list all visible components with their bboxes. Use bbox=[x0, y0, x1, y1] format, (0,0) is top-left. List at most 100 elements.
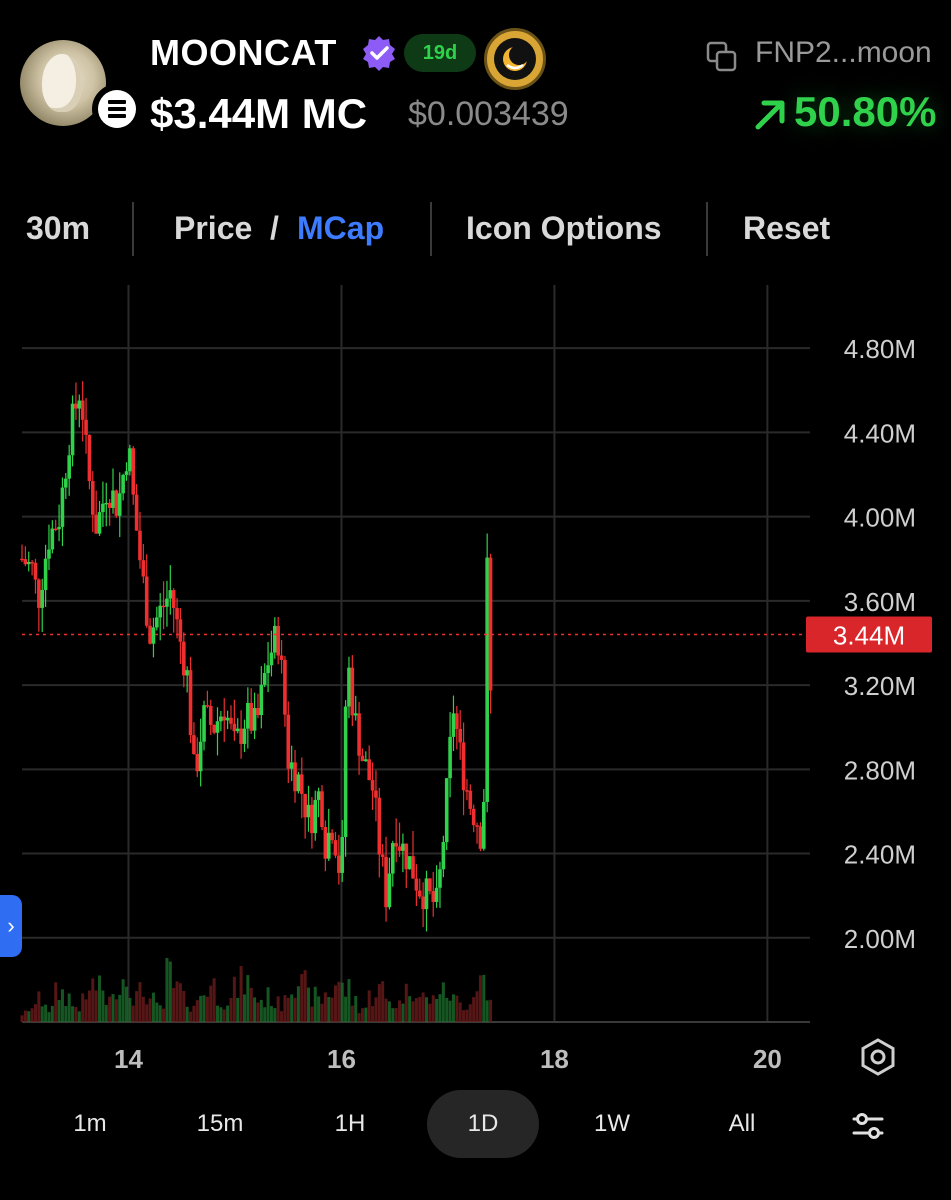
volume-bar bbox=[259, 999, 263, 1022]
candle-body bbox=[60, 487, 65, 527]
token-header: MOONCAT 19d $3.44M MC $0.003439 FNP2...m… bbox=[0, 0, 951, 190]
candle-body bbox=[259, 684, 264, 716]
interval-selector[interactable]: 30m bbox=[26, 210, 91, 246]
volume-bar bbox=[323, 992, 327, 1022]
candle-body bbox=[279, 655, 284, 660]
candle-body bbox=[30, 562, 34, 564]
candle-body bbox=[471, 808, 476, 826]
volume-bar bbox=[199, 995, 203, 1022]
chart-toolbar: 30m Price / MCap Icon Options Reset bbox=[0, 200, 951, 260]
candle-body bbox=[77, 400, 82, 409]
price-chart[interactable]: 14 16 18 20 2.00M 2.40M 2.80M 3.20M 3.60M 4.00M 4.… bbox=[0, 285, 951, 1085]
candle-body bbox=[26, 562, 31, 565]
y-tick-label: 4.80M bbox=[844, 334, 916, 364]
candle-body bbox=[151, 627, 156, 644]
address-text: FNP2...moon bbox=[755, 36, 932, 69]
volume-bar bbox=[408, 996, 412, 1022]
candle-body bbox=[155, 617, 159, 628]
candle-body bbox=[438, 869, 442, 888]
candle-body bbox=[394, 843, 398, 847]
candle-body bbox=[266, 665, 270, 674]
candle-body bbox=[175, 608, 179, 620]
volume-bar bbox=[269, 1006, 273, 1022]
volume-bar bbox=[273, 1008, 277, 1022]
icon-options-button[interactable]: Icon Options bbox=[466, 210, 662, 246]
volume-bar bbox=[441, 982, 445, 1022]
mcap-toggle[interactable]: MCap bbox=[297, 210, 385, 246]
candle-body bbox=[448, 736, 452, 779]
candle-body bbox=[299, 774, 304, 794]
candle-body bbox=[306, 804, 311, 818]
candle-body bbox=[387, 873, 392, 908]
candle-body bbox=[262, 673, 267, 685]
candle-body bbox=[478, 826, 483, 849]
candle-body bbox=[303, 793, 307, 818]
volume-bar bbox=[141, 996, 145, 1022]
timeframe-1d[interactable]: 1D bbox=[427, 1090, 539, 1158]
candle-body bbox=[374, 790, 378, 798]
candle-body bbox=[286, 714, 291, 769]
candle-body bbox=[195, 753, 200, 772]
candle-body bbox=[141, 560, 146, 577]
price-toggle[interactable]: Price bbox=[174, 210, 253, 246]
volume-bar bbox=[209, 985, 213, 1022]
volume-bar bbox=[377, 984, 381, 1022]
volume-bar bbox=[313, 986, 317, 1022]
x-tick-label: 14 bbox=[114, 1044, 143, 1074]
candle-body bbox=[269, 652, 274, 666]
timeframe-1m[interactable]: 1m bbox=[73, 1110, 107, 1137]
volume-bar bbox=[411, 1001, 415, 1022]
candle-body bbox=[80, 400, 85, 420]
volume-bar bbox=[330, 997, 334, 1022]
volume-bar bbox=[371, 1006, 375, 1022]
timeframe-all[interactable]: All bbox=[728, 1110, 756, 1137]
timeframe-15m[interactable]: 15m bbox=[196, 1110, 244, 1137]
volume-bar bbox=[242, 994, 246, 1022]
token-avatar[interactable] bbox=[20, 40, 106, 126]
candle-body bbox=[343, 706, 348, 837]
candle-body bbox=[434, 887, 439, 902]
timeframe-1w[interactable]: 1W bbox=[594, 1110, 630, 1137]
volume-bar bbox=[37, 991, 41, 1022]
candle-body bbox=[205, 705, 210, 707]
candle-body bbox=[367, 759, 371, 781]
candle-body bbox=[252, 708, 257, 731]
volume-bar bbox=[128, 997, 132, 1022]
candle-body bbox=[212, 724, 216, 733]
candle-body bbox=[357, 713, 361, 756]
candle-body bbox=[451, 713, 456, 737]
volume-bar bbox=[300, 974, 304, 1022]
divider bbox=[132, 202, 134, 256]
copy-icon[interactable] bbox=[705, 40, 739, 74]
timeframe-1h[interactable]: 1H bbox=[334, 1110, 366, 1137]
volume-bar bbox=[428, 1003, 432, 1022]
sliders-icon[interactable] bbox=[850, 1108, 886, 1144]
volume-bar bbox=[81, 993, 85, 1022]
timeframe-bar: 1m 15m 1H 1D 1W All bbox=[0, 1090, 951, 1160]
volume-bar bbox=[182, 990, 186, 1022]
candle-body bbox=[276, 625, 280, 656]
volume-bar bbox=[283, 995, 287, 1022]
volume-bar bbox=[424, 997, 428, 1022]
candle-body bbox=[43, 558, 48, 591]
hexagon-settings-icon[interactable] bbox=[858, 1037, 898, 1077]
volume-bar bbox=[131, 1005, 135, 1022]
volume-bar bbox=[475, 991, 479, 1022]
toggle-slash: / bbox=[270, 210, 279, 246]
candle-body bbox=[47, 549, 51, 559]
chevron-right-icon[interactable]: › bbox=[0, 895, 22, 957]
volume-bar bbox=[30, 1008, 34, 1022]
candle-body bbox=[37, 579, 41, 608]
reset-button[interactable]: Reset bbox=[743, 210, 831, 246]
volume-bar bbox=[327, 996, 331, 1022]
candle-body bbox=[225, 717, 230, 721]
candle-body bbox=[246, 702, 250, 729]
candle-body bbox=[475, 825, 479, 827]
candle-body bbox=[50, 528, 55, 550]
age-badge: 19d bbox=[404, 34, 476, 72]
moon-icon[interactable] bbox=[484, 28, 546, 90]
candle-body bbox=[198, 741, 203, 772]
verified-check-icon bbox=[363, 36, 395, 71]
volume-bar bbox=[54, 982, 58, 1022]
candle-body bbox=[168, 590, 173, 599]
